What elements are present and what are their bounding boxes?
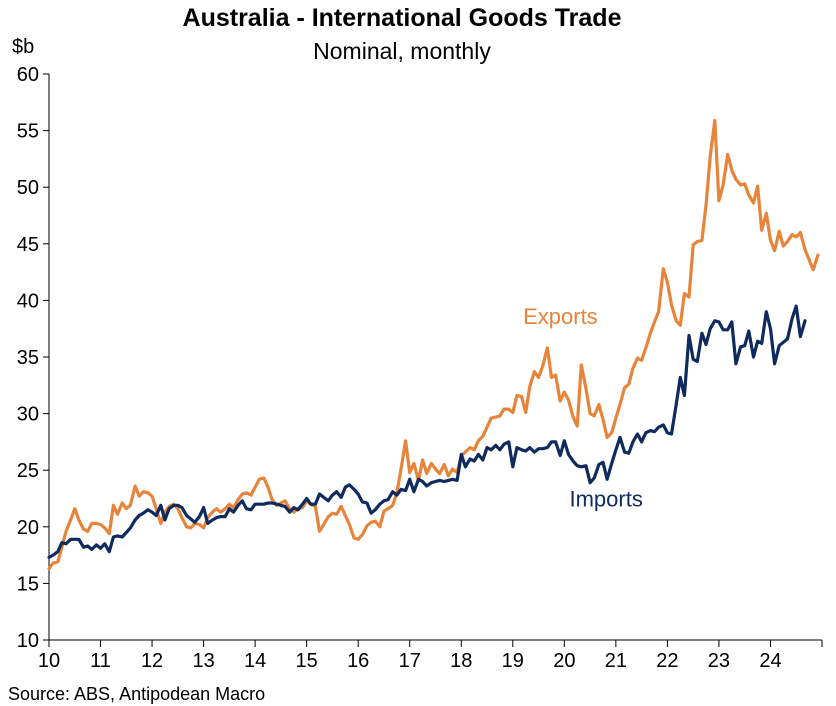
chart-title: Australia - International Goods Trade bbox=[182, 4, 622, 32]
x-tick-label: 19 bbox=[502, 650, 524, 672]
x-tick-label: 14 bbox=[244, 650, 266, 672]
y-tick-label: 20 bbox=[17, 517, 39, 539]
y-tick-label: 55 bbox=[17, 121, 39, 143]
x-tick-label: 17 bbox=[399, 650, 421, 672]
x-tick-label: 16 bbox=[347, 650, 369, 672]
x-tick-label: 22 bbox=[656, 650, 678, 672]
exports-series-label: Exports bbox=[523, 304, 598, 329]
y-tick-label: 10 bbox=[17, 630, 39, 652]
imports-series-line bbox=[47, 304, 807, 559]
x-tick-label: 23 bbox=[708, 650, 730, 672]
y-tick-label: 50 bbox=[17, 177, 39, 199]
x-tick-label: 18 bbox=[450, 650, 472, 672]
y-tick-label: 60 bbox=[17, 64, 39, 86]
x-tick-label: 20 bbox=[553, 650, 575, 672]
x-tick-label: 13 bbox=[192, 650, 214, 672]
y-tick-label: 40 bbox=[17, 290, 39, 312]
imports-series-label: Imports bbox=[569, 486, 642, 511]
x-tick-label: 10 bbox=[38, 650, 60, 672]
x-tick-label: 11 bbox=[90, 650, 111, 672]
x-tick-label: 12 bbox=[141, 650, 163, 672]
x-tick-label: 24 bbox=[759, 650, 781, 672]
chart-series bbox=[47, 118, 820, 571]
x-tick-label: 15 bbox=[296, 650, 318, 672]
y-axis-unit-label: $b bbox=[12, 36, 35, 58]
chart-axes: 10 15 20 25 30 35 40 45 50 55 60 10 11 12 13 14 15 16 17 18… bbox=[17, 64, 823, 672]
exports-series-line bbox=[47, 118, 820, 571]
chart-subtitle: Nominal, monthly bbox=[313, 38, 491, 64]
y-tick-label: 30 bbox=[17, 404, 39, 426]
y-tick-label: 25 bbox=[17, 460, 39, 482]
x-tick-label: 21 bbox=[605, 650, 627, 672]
y-tick-label: 15 bbox=[17, 573, 39, 595]
y-tick-label: 35 bbox=[17, 347, 39, 369]
source-note: Source: ABS, Antipodean Macro bbox=[8, 684, 266, 704]
chart-annotations: Exports Imports bbox=[523, 304, 643, 511]
y-tick-label: 45 bbox=[17, 234, 39, 256]
